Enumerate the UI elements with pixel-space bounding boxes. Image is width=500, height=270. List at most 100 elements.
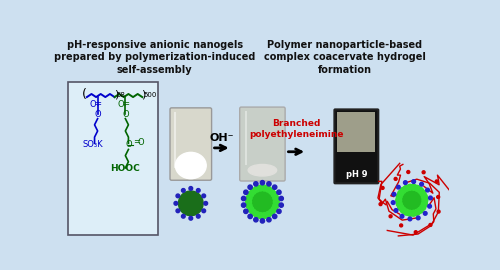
Text: pH-responsive anionic nanogels
prepared by polymerization-induced
self-assembly: pH-responsive anionic nanogels prepared … <box>54 40 256 75</box>
Circle shape <box>379 203 382 205</box>
FancyBboxPatch shape <box>170 108 211 180</box>
Circle shape <box>418 207 424 213</box>
Circle shape <box>196 188 200 192</box>
Circle shape <box>248 185 252 189</box>
Circle shape <box>182 214 185 218</box>
Circle shape <box>260 181 264 185</box>
Circle shape <box>248 191 254 197</box>
Circle shape <box>394 177 397 180</box>
Circle shape <box>410 210 416 216</box>
Circle shape <box>389 215 392 218</box>
Text: =: = <box>94 100 102 109</box>
Text: Polymer nanoparticle-based
complex coacervate hydrogel
formation: Polymer nanoparticle-based complex coace… <box>264 40 426 75</box>
FancyBboxPatch shape <box>334 109 378 183</box>
Circle shape <box>258 185 264 191</box>
Text: O: O <box>90 100 96 109</box>
Circle shape <box>250 209 256 215</box>
Circle shape <box>422 197 428 203</box>
Text: ): ) <box>114 90 118 100</box>
Circle shape <box>422 171 425 174</box>
Circle shape <box>260 219 264 223</box>
Text: O: O <box>94 110 101 119</box>
Circle shape <box>404 185 409 191</box>
Circle shape <box>268 188 274 194</box>
Circle shape <box>279 196 283 201</box>
Circle shape <box>182 188 185 192</box>
Circle shape <box>189 187 192 190</box>
Circle shape <box>267 218 271 222</box>
Circle shape <box>437 210 440 213</box>
FancyBboxPatch shape <box>240 107 285 181</box>
Circle shape <box>404 181 407 184</box>
Ellipse shape <box>248 164 276 176</box>
Circle shape <box>422 201 428 207</box>
Circle shape <box>392 193 396 196</box>
Circle shape <box>248 206 254 212</box>
Circle shape <box>254 218 258 222</box>
Text: (: ( <box>82 88 87 101</box>
Circle shape <box>273 203 278 209</box>
Circle shape <box>277 190 281 194</box>
Circle shape <box>176 209 180 213</box>
Circle shape <box>428 204 432 208</box>
Circle shape <box>428 196 432 200</box>
Circle shape <box>414 209 420 215</box>
Circle shape <box>202 209 205 213</box>
Circle shape <box>398 204 404 210</box>
Circle shape <box>267 182 271 186</box>
Circle shape <box>400 187 406 193</box>
Circle shape <box>414 231 417 234</box>
Circle shape <box>248 188 276 216</box>
Circle shape <box>189 217 192 220</box>
Circle shape <box>429 224 432 227</box>
Circle shape <box>392 201 395 204</box>
Text: O: O <box>126 140 132 149</box>
Circle shape <box>398 190 404 196</box>
Text: HOOC: HOOC <box>110 164 140 173</box>
Circle shape <box>262 185 268 191</box>
Circle shape <box>407 171 410 173</box>
Circle shape <box>410 184 416 190</box>
Circle shape <box>414 185 420 191</box>
Text: O: O <box>138 138 144 147</box>
Circle shape <box>272 214 277 219</box>
Text: pH 9: pH 9 <box>346 170 367 179</box>
Circle shape <box>422 194 428 200</box>
Circle shape <box>246 199 252 205</box>
Circle shape <box>400 224 402 227</box>
Circle shape <box>265 211 271 217</box>
Circle shape <box>274 199 279 205</box>
Circle shape <box>396 185 400 189</box>
Circle shape <box>254 186 260 192</box>
Text: Branched
polyethyleneimine: Branched polyethyleneimine <box>249 119 344 139</box>
Circle shape <box>279 203 283 207</box>
Ellipse shape <box>176 152 206 179</box>
Text: OH⁻: OH⁻ <box>210 133 234 143</box>
Circle shape <box>408 217 412 221</box>
Bar <box>338 113 375 152</box>
Bar <box>68 82 158 235</box>
Circle shape <box>176 194 180 198</box>
Circle shape <box>396 185 427 216</box>
Circle shape <box>258 212 264 218</box>
Circle shape <box>420 182 424 186</box>
Circle shape <box>277 209 281 214</box>
Circle shape <box>196 214 200 218</box>
Text: O: O <box>122 110 129 119</box>
Circle shape <box>250 188 256 194</box>
Circle shape <box>396 194 402 200</box>
Circle shape <box>254 211 260 217</box>
Circle shape <box>272 185 277 189</box>
Text: =: = <box>122 100 130 109</box>
Circle shape <box>420 190 426 196</box>
Text: O: O <box>118 100 124 109</box>
Circle shape <box>412 180 416 183</box>
Circle shape <box>246 195 252 201</box>
Circle shape <box>202 194 205 198</box>
Circle shape <box>271 206 277 212</box>
Circle shape <box>407 184 413 190</box>
Circle shape <box>394 209 398 212</box>
Circle shape <box>242 203 246 207</box>
Circle shape <box>178 191 203 216</box>
Circle shape <box>244 190 248 194</box>
